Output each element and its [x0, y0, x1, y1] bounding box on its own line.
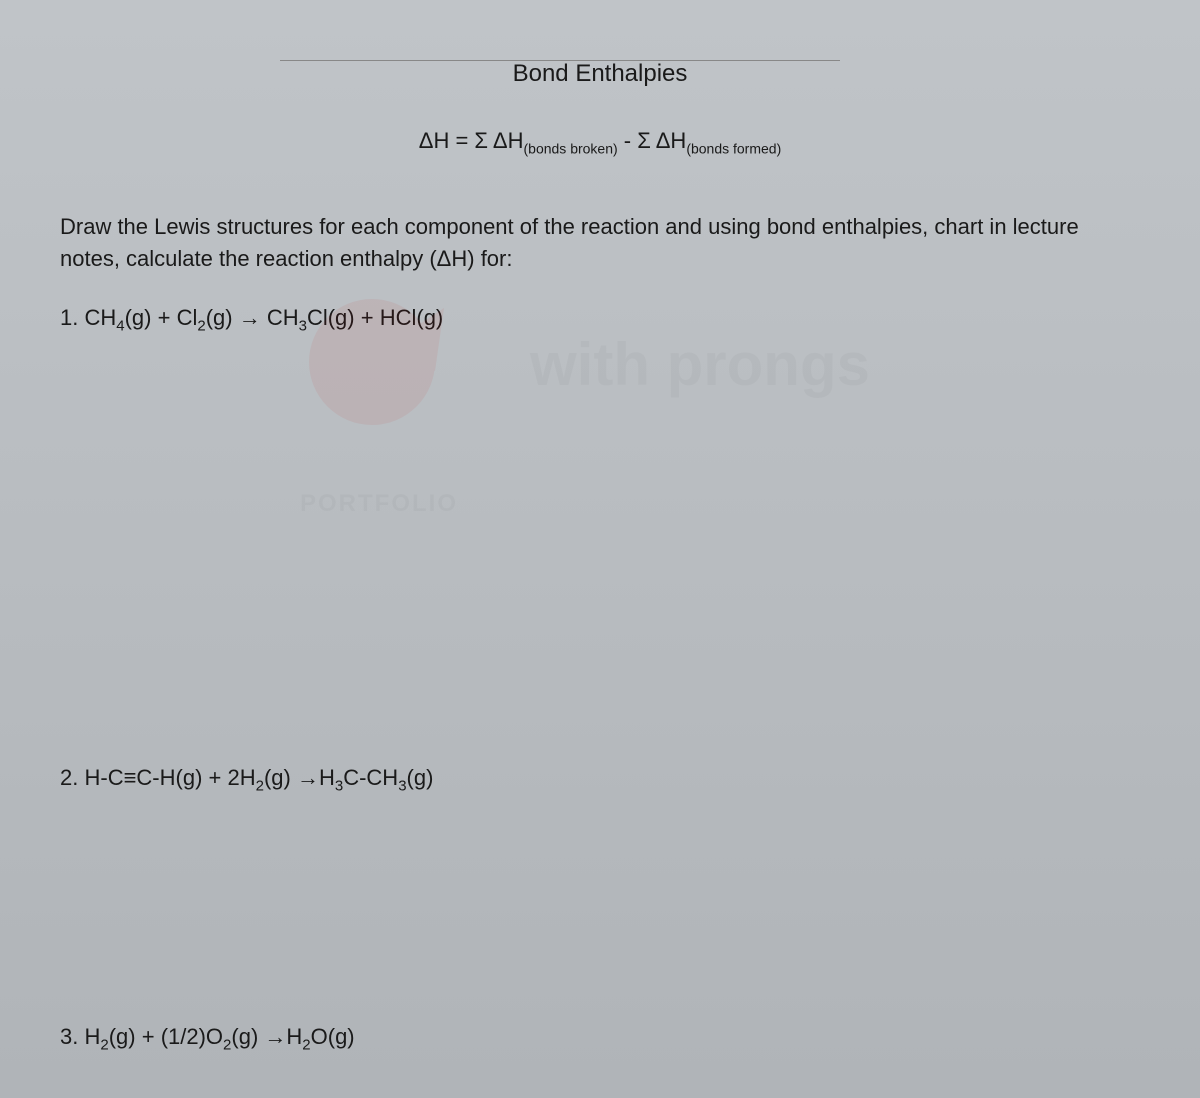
- reactant-1: CH: [84, 305, 116, 330]
- problem-number: 3.: [60, 1024, 78, 1049]
- problem-number: 1.: [60, 305, 78, 330]
- product-end: (g): [407, 765, 434, 790]
- formula-lhs: ΔH = Σ ΔH: [419, 128, 524, 153]
- problem-number: 2.: [60, 765, 78, 790]
- product-2: HCl(g): [380, 305, 444, 330]
- product-1-rest: Cl(g): [307, 305, 355, 330]
- reactant-2-pre: (1/2)O: [161, 1024, 223, 1049]
- enthalpy-formula: ΔH = Σ ΔH(bonds broken) - Σ ΔH(bonds for…: [50, 128, 1150, 156]
- product-1-sub: 3: [299, 318, 307, 335]
- product-sub-2: 3: [398, 777, 406, 794]
- formula-sub-broken: (bonds broken): [524, 140, 618, 156]
- product-sub-1: 3: [335, 777, 343, 794]
- arrow: →H: [258, 1024, 302, 1049]
- arrow: →: [233, 305, 267, 330]
- reactant-1-sub: 2: [100, 1036, 108, 1053]
- h2-sub: 2: [256, 777, 264, 794]
- formula-mid: - Σ ΔH: [618, 128, 687, 153]
- reactant-1-phase: (g): [109, 1024, 136, 1049]
- reactants-rest: (g) →H: [264, 765, 335, 790]
- product-mid: C-CH: [343, 765, 398, 790]
- problem-3: 3. H2(g) + (1/2)O2(g) →H2O(g): [50, 1024, 1150, 1053]
- reactant-1-sub: 4: [116, 318, 124, 335]
- worksheet-page: with prongs PORTFOLIO Bond Enthalpies ΔH…: [50, 60, 1150, 1078]
- watermark-brand-text: with prongs: [530, 330, 870, 399]
- top-divider-line: [280, 60, 840, 61]
- plus-2: +: [355, 305, 380, 330]
- reactant-2-sub: 2: [197, 318, 205, 335]
- instructions-text: Draw the Lewis structures for each compo…: [50, 211, 1150, 275]
- watermark-product-text: PORTFOLIO: [300, 490, 458, 518]
- reactant-2: Cl: [177, 305, 198, 330]
- reactant-2-phase: (g): [231, 1024, 258, 1049]
- problem-1: 1. CH4(g) + Cl2(g) → CH3Cl(g) + HCl(g): [50, 305, 1150, 334]
- problem-2: 2. H-C≡C-H(g) + 2H2(g) →H3C-CH3(g): [50, 765, 1150, 794]
- plus-1: +: [152, 305, 177, 330]
- reactant-2-phase: (g): [206, 305, 233, 330]
- plus: +: [136, 1024, 161, 1049]
- reactants: H-C≡C-H(g) + 2H: [84, 765, 255, 790]
- product-sub: 2: [302, 1036, 310, 1053]
- formula-sub-formed: (bonds formed): [686, 140, 781, 156]
- page-title: Bond Enthalpies: [50, 60, 1150, 88]
- product-1: CH: [267, 305, 299, 330]
- reactant-1-phase: (g): [125, 305, 152, 330]
- product-end: O(g): [311, 1024, 355, 1049]
- reactant-1: H: [84, 1024, 100, 1049]
